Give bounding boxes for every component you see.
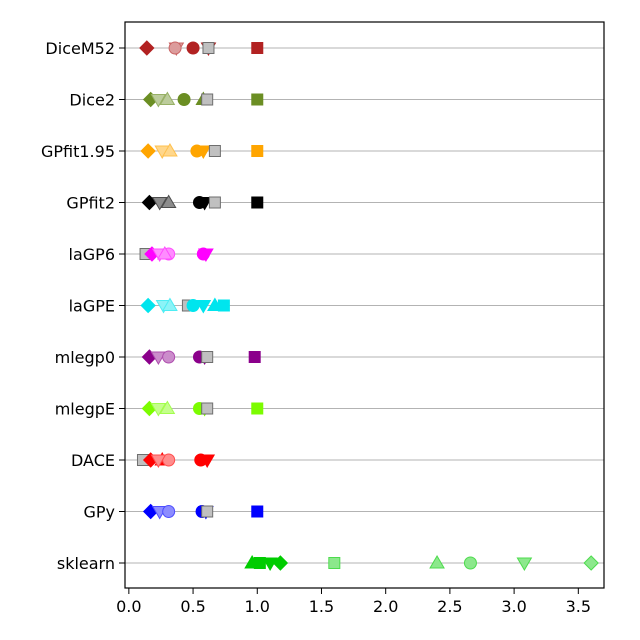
y-tick-label: DiceM52 — [45, 39, 115, 58]
point-laGPE-down-triangle-5 — [195, 300, 212, 314]
point-laGP6-down-triangle-6 — [198, 248, 214, 262]
point-mlegp0-down-triangle-1 — [150, 351, 167, 365]
y-tick-label: DACE — [71, 451, 115, 470]
point-DACE-down-triangle-6 — [199, 454, 216, 468]
point-Dice2-square-5 — [201, 93, 214, 106]
x-tick-label: 2.5 — [437, 597, 462, 616]
x-tick-label: 3.5 — [566, 597, 591, 616]
point-DiceM52-square-5 — [202, 42, 215, 54]
point-DiceM52-circle-3 — [186, 41, 200, 55]
point-Dice2-down-triangle-1 — [150, 94, 167, 108]
y-tick-label: Dice2 — [69, 91, 115, 110]
point-DACE-down-triangle-4 — [150, 454, 167, 468]
point-GPy-square-6 — [251, 505, 264, 518]
point-Dice2-circle-3 — [177, 93, 191, 106]
point-DiceM52-diamond-0 — [139, 40, 155, 56]
point-sklearn-down-triangle-7 — [516, 557, 533, 571]
point-GPfit1.95-triangle-2 — [162, 143, 178, 157]
point-GPfit1.95-square-6 — [251, 145, 264, 157]
point-GPfit2-square-5 — [208, 196, 221, 209]
point-GPfit1.95-square-5 — [208, 145, 221, 157]
y-tick-label: GPfit1.95 — [41, 142, 115, 161]
point-GPfit2-square-6 — [251, 196, 264, 209]
point-GPfit2-triangle-2 — [160, 194, 177, 208]
point-GPy-circle-2 — [162, 505, 176, 518]
point-laGPE-square-7 — [217, 299, 230, 312]
x-tick-label: 1.5 — [309, 597, 334, 616]
point-sklearn-diamond-8 — [583, 555, 599, 571]
point-laGP6-triangle-4 — [156, 246, 173, 260]
point-mlegpE-down-triangle-1 — [150, 403, 167, 417]
point-GPfit2-down-triangle-1 — [151, 197, 168, 211]
point-GPfit1.95-diamond-0 — [140, 143, 156, 159]
x-tick-label: 2.0 — [373, 597, 398, 616]
y-tick-label: mlegpE — [55, 400, 115, 419]
y-axis-labels: DiceM52 Dice2 GPfit1.95 GPfit2 laGP6 laGPE mle… — [41, 39, 125, 573]
point-mlegp0-circle-2 — [162, 350, 176, 364]
point-sklearn-square-4 — [328, 557, 341, 569]
point-Dice2-triangle-2 — [159, 91, 176, 105]
point-mlegpE-square-6 — [251, 402, 264, 415]
x-tick-label: 1.0 — [245, 597, 270, 616]
point-sklearn-triangle-5 — [429, 555, 445, 569]
point-mlegp0-square-5 — [201, 351, 214, 363]
point-DiceM52-square-6 — [251, 42, 264, 54]
point-sklearn-diamond-3 — [272, 555, 289, 571]
x-tick-label: 0.0 — [116, 597, 141, 616]
y-tick-label: GPfit2 — [66, 194, 115, 213]
point-GPfit2-down-triangle-4 — [196, 197, 213, 211]
point-sklearn-down-triangle-2 — [262, 557, 278, 571]
x-axis: 0.0 0.5 1.0 1.5 2.0 2.5 3.0 3.5 — [116, 588, 591, 616]
point-GPy-square-5 — [201, 505, 214, 518]
point-laGPE-triangle-2 — [162, 297, 178, 311]
point-mlegp0-square-6 — [248, 351, 261, 363]
y-tick-label: GPy — [83, 503, 115, 522]
x-tick-label: 3.0 — [501, 597, 526, 616]
point-mlegpE-triangle-2 — [159, 400, 176, 414]
point-sklearn-square-1 — [253, 557, 266, 569]
y-tick-label: sklearn — [57, 554, 115, 573]
point-laGPE-diamond-0 — [140, 297, 156, 314]
point-sklearn-circle-6 — [463, 556, 477, 570]
y-tick-label: mlegp0 — [55, 348, 115, 367]
point-GPfit1.95-down-triangle-4 — [195, 145, 212, 159]
point-Dice2-square-6 — [251, 93, 264, 106]
y-tick-label: laGP6 — [69, 245, 115, 264]
point-mlegpE-square-5 — [201, 402, 214, 415]
data-points — [136, 40, 599, 571]
point-DiceM52-circle-2 — [168, 41, 182, 55]
y-tick-label: laGPE — [69, 297, 115, 316]
x-tick-label: 0.5 — [180, 597, 205, 616]
